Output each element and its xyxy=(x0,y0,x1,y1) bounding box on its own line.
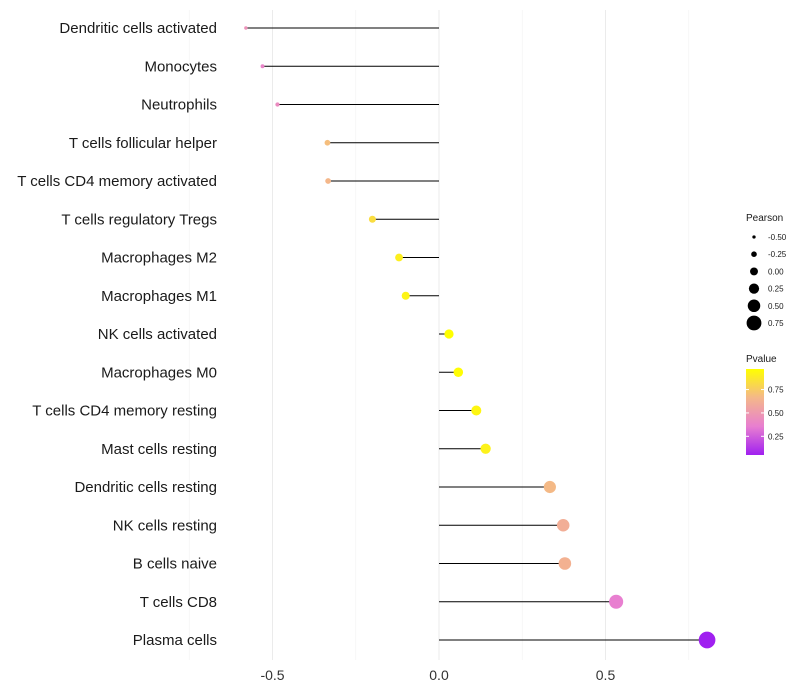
legend-pvalue-title: Pvalue xyxy=(746,354,777,365)
legend-size-key xyxy=(752,235,756,239)
category-label: T cells CD4 memory activated xyxy=(17,173,217,190)
data-point xyxy=(558,557,572,570)
data-point xyxy=(543,480,556,494)
category-label: NK cells activated xyxy=(98,326,217,343)
data-point xyxy=(395,253,403,262)
points xyxy=(244,26,716,649)
data-point xyxy=(260,64,265,69)
legend-size-label: 0.25 xyxy=(768,285,784,294)
legend-size-label: -0.50 xyxy=(768,233,787,242)
legend-size-key xyxy=(748,283,760,294)
y-axis-labels: Dendritic cells activated Monocytes Neutro… xyxy=(17,20,217,649)
x-axis-ticks: -0.5 0.0 0.5 xyxy=(260,667,615,683)
legend-size-label: 0.75 xyxy=(768,319,784,328)
data-point xyxy=(324,139,331,146)
category-label: NK cells resting xyxy=(113,517,217,534)
category-label: Macrophages M2 xyxy=(101,250,217,267)
category-label: B cells naive xyxy=(133,556,217,573)
data-point xyxy=(401,291,410,300)
legend-size-label: 0.50 xyxy=(768,302,784,311)
legend-size-key xyxy=(751,251,757,258)
grid-lines xyxy=(188,10,690,660)
data-point xyxy=(471,405,482,416)
data-point xyxy=(275,102,280,107)
category-label: T cells follicular helper xyxy=(69,135,217,152)
legend-pearson: Pearson -0.50 -0.25 0.00 0.25 0.50 0.75 xyxy=(746,213,787,331)
category-label: Mast cells resting xyxy=(101,441,217,458)
x-tick-label: 0.5 xyxy=(596,667,616,683)
data-point xyxy=(480,443,491,454)
category-label: Monocytes xyxy=(144,58,217,75)
stems xyxy=(245,27,708,641)
category-label: T cells regulatory Tregs xyxy=(61,211,217,228)
data-point xyxy=(698,631,716,649)
legend-size-label: -0.25 xyxy=(768,250,787,259)
x-tick-label: 0.0 xyxy=(429,667,449,683)
category-label: Dendritic cells activated xyxy=(59,20,217,37)
legend-color-label: 0.75 xyxy=(768,386,784,395)
legend-color-label: 0.25 xyxy=(768,432,784,441)
data-point xyxy=(444,329,454,339)
data-point xyxy=(453,367,464,378)
legend-pearson-title: Pearson xyxy=(746,213,783,224)
data-point xyxy=(609,594,624,609)
legend-size-label: 0.00 xyxy=(768,267,784,276)
legend-size-key xyxy=(747,299,761,313)
legend-color-label: 0.50 xyxy=(768,409,784,418)
category-label: Neutrophils xyxy=(141,97,217,114)
legend-pvalue: Pvalue 0.75 0.50 0.25 xyxy=(746,354,784,455)
category-label: Dendritic cells resting xyxy=(74,479,217,496)
category-label: Macrophages M0 xyxy=(101,364,217,381)
legend-color-bar xyxy=(746,369,764,455)
data-point xyxy=(325,178,331,184)
data-point xyxy=(368,215,376,223)
category-label: T cells CD8 xyxy=(140,594,217,611)
category-label: T cells CD4 memory resting xyxy=(32,403,217,420)
category-label: Macrophages M1 xyxy=(101,288,217,305)
data-point xyxy=(244,26,248,30)
x-tick-label: -0.5 xyxy=(260,667,284,683)
legend-size-key xyxy=(746,315,762,331)
category-label: Plasma cells xyxy=(133,632,217,649)
legend-size-key xyxy=(750,267,758,276)
data-point xyxy=(556,518,570,532)
